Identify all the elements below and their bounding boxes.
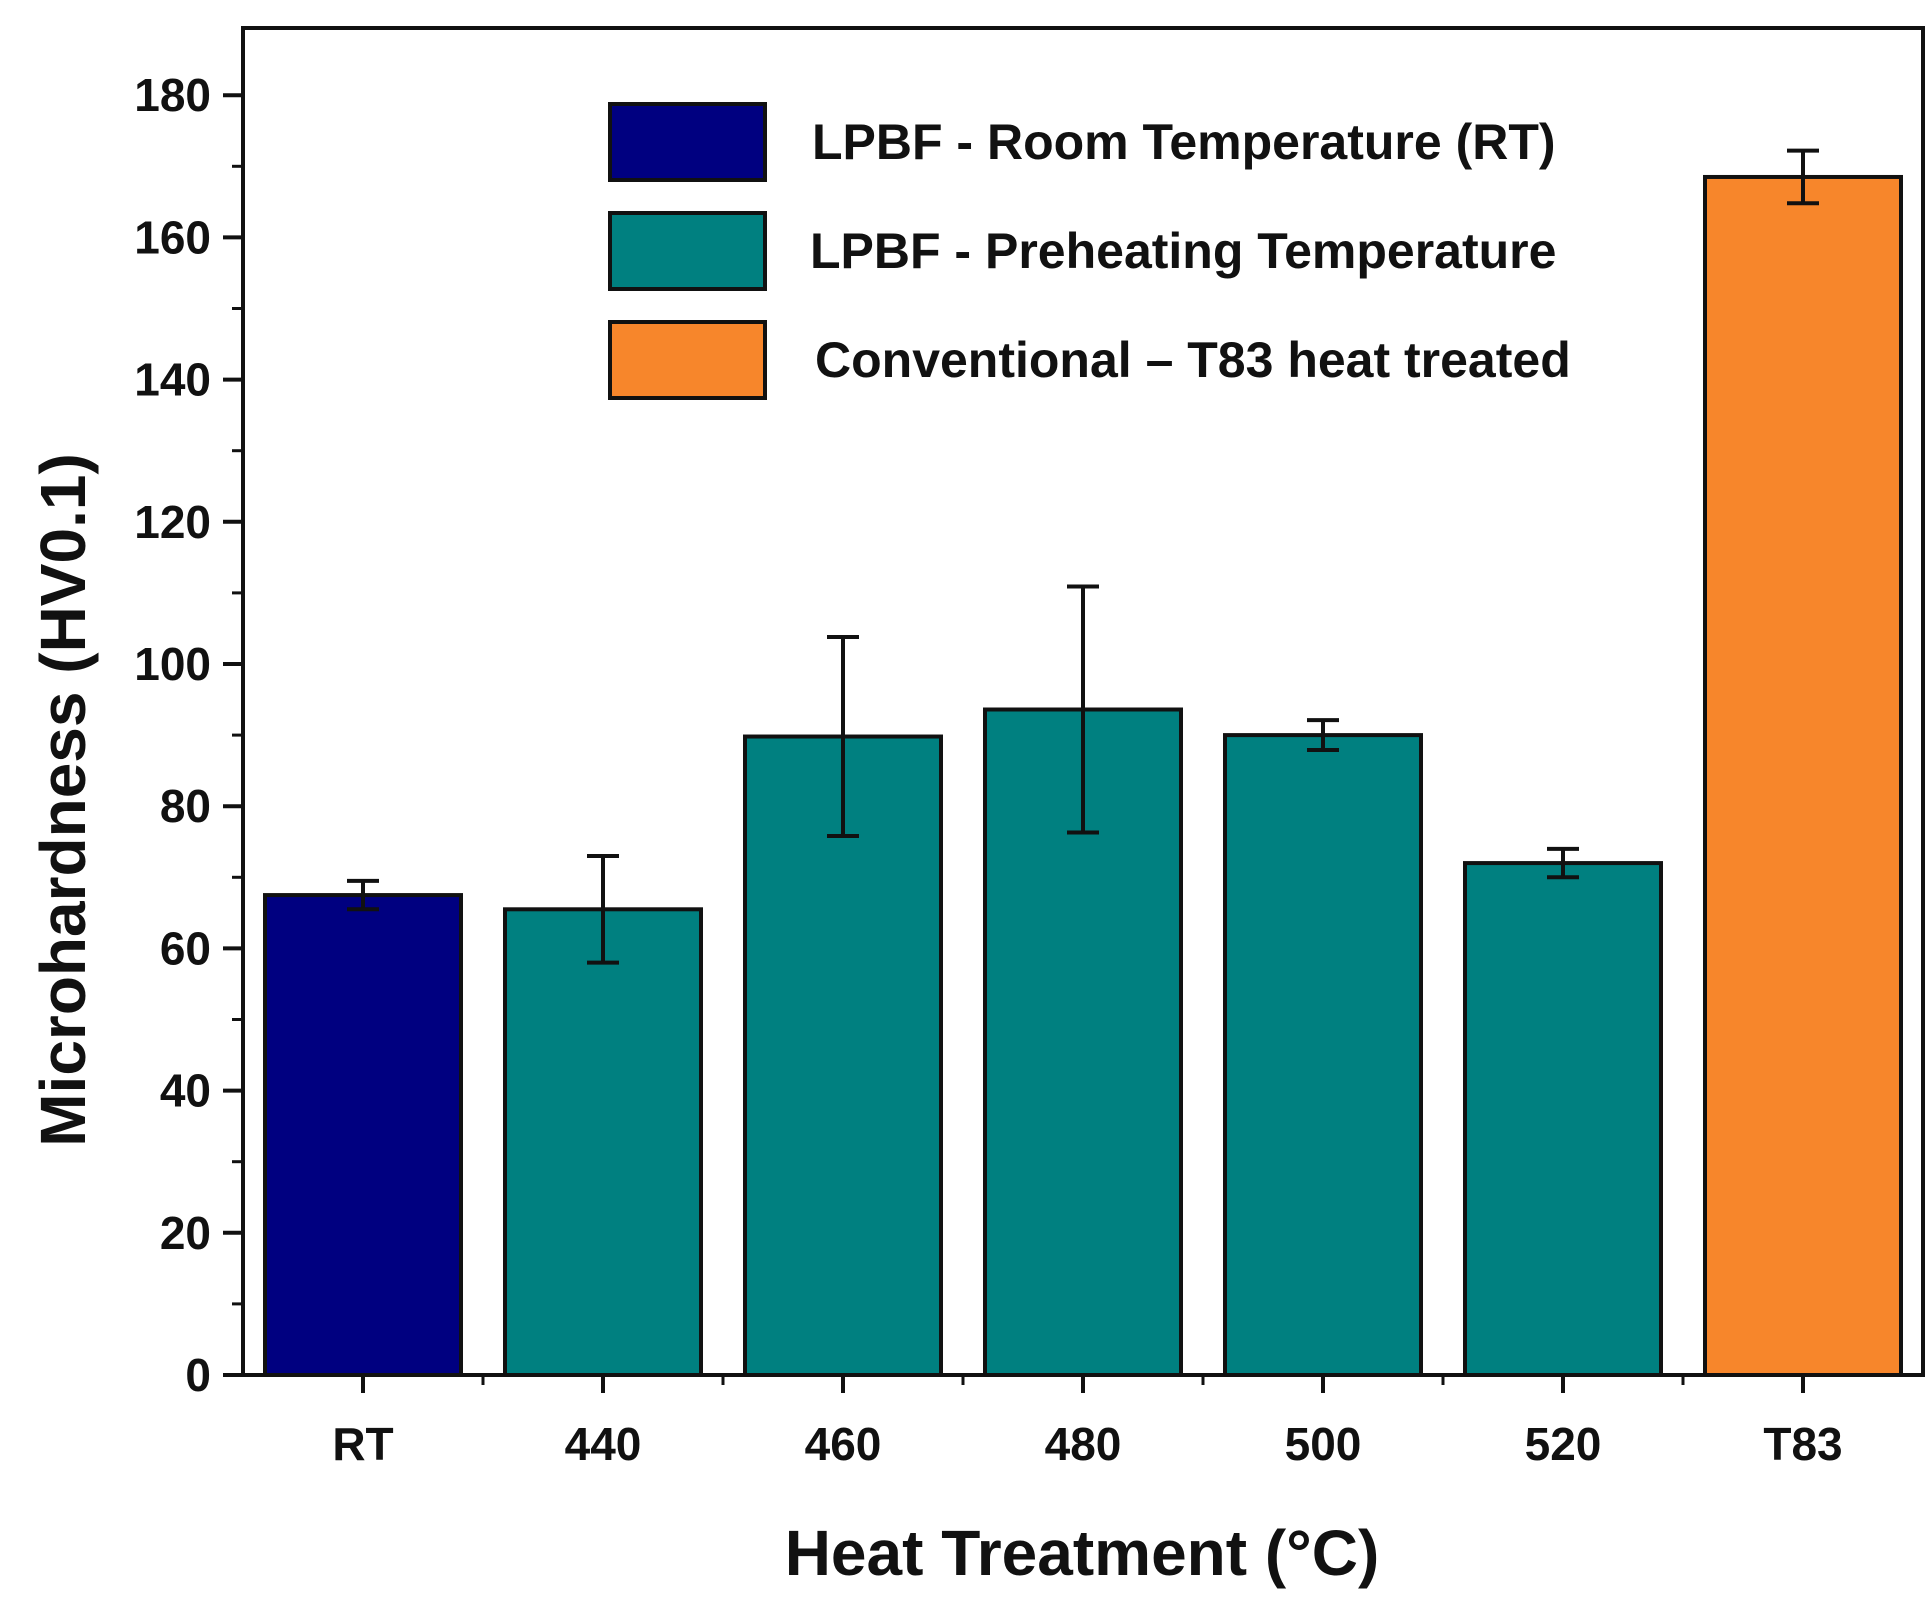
y-tick-label: 100 (134, 638, 211, 690)
bar-RT (263, 893, 463, 1377)
error-bars-layer (347, 148, 1819, 965)
y-tick-label: 140 (134, 354, 211, 406)
y-tick-label: 20 (160, 1207, 211, 1259)
bar-T83 (1703, 174, 1903, 1378)
legend-label-1: LPBF - Preheating Temperature (810, 223, 1556, 279)
x-tick-label: 460 (805, 1418, 882, 1470)
x-tick-label: 500 (1285, 1418, 1362, 1470)
x-tick-label: RT (332, 1418, 393, 1470)
y-axis: 0 20 40 60 80 100 120 140 160 180 (134, 69, 243, 1401)
y-tick-label: 80 (160, 780, 211, 832)
legend-swatch-1 (608, 211, 767, 291)
y-tick-label: 60 (160, 922, 211, 974)
x-tick-label: 520 (1525, 1418, 1602, 1470)
y-tick-label: 0 (185, 1349, 211, 1401)
y-tick-label: 160 (134, 211, 211, 263)
legend-swatch-0 (608, 102, 767, 182)
legend: LPBF - Room Temperature (RT) LPBF - Prehe… (608, 102, 1571, 400)
legend-label-0: LPBF - Room Temperature (RT) (812, 114, 1556, 170)
bars-layer (263, 174, 1903, 1378)
legend-label-2: Conventional – T83 heat treated (815, 332, 1571, 388)
x-axis: RT 440 460 480 500 520 T83 (332, 1375, 1843, 1470)
x-tick-label: 480 (1045, 1418, 1122, 1470)
bar-440 (503, 907, 703, 1377)
x-axis-title: Heat Treatment (°C) (785, 1517, 1380, 1589)
x-tick-label: 440 (565, 1418, 642, 1470)
y-tick-label: 120 (134, 496, 211, 548)
bar-520 (1463, 861, 1663, 1378)
bar-460 (743, 734, 943, 1377)
bar-500 (1223, 733, 1423, 1377)
legend-swatch-2 (608, 320, 767, 400)
x-tick-label: T83 (1763, 1418, 1842, 1470)
y-tick-label: 180 (134, 69, 211, 121)
y-axis-title: Microhardness (HV0.1) (27, 453, 99, 1147)
y-tick-label: 40 (160, 1065, 211, 1117)
